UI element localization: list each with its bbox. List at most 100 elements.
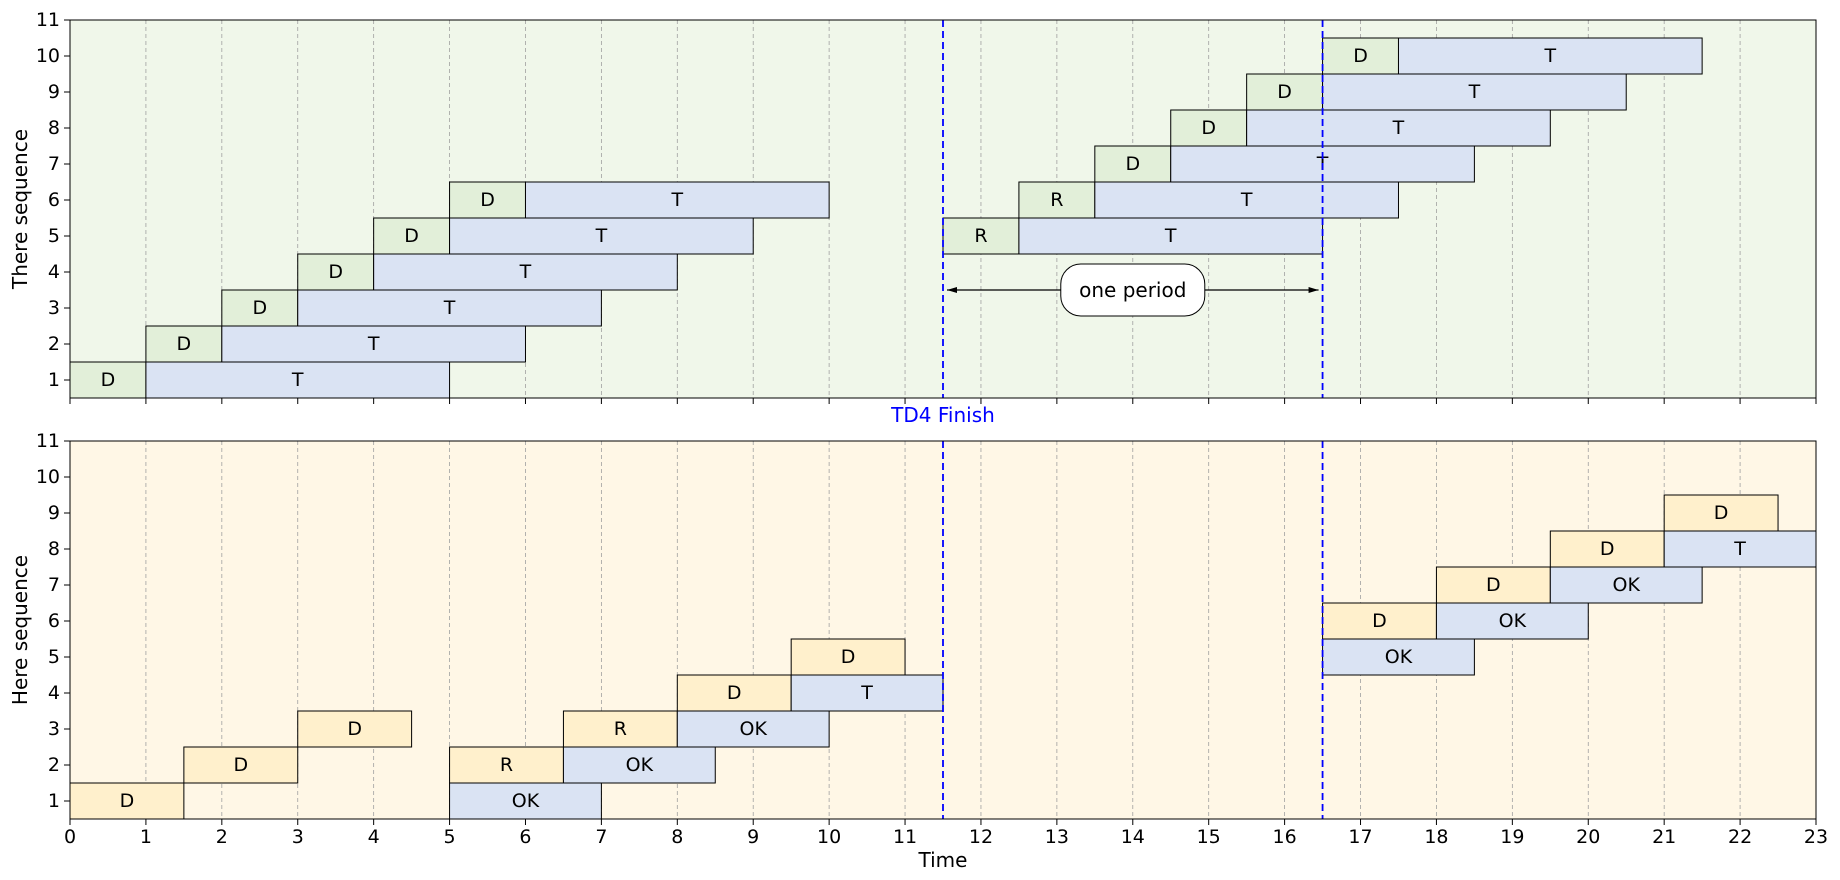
y-tick-label: 5 xyxy=(48,646,60,668)
y-tick-label: 4 xyxy=(48,682,60,704)
y-tick-label: 5 xyxy=(48,225,60,247)
y-tick-label: 7 xyxy=(48,574,60,596)
bar-label: D xyxy=(1486,574,1501,596)
bar-label: D xyxy=(480,189,495,211)
x-tick-label: 11 xyxy=(893,826,917,848)
y-tick-label: 6 xyxy=(48,610,60,632)
x-tick-label: 3 xyxy=(292,826,304,848)
bar-label: T xyxy=(1543,45,1556,67)
x-tick-label: 14 xyxy=(1121,826,1145,848)
bar-d xyxy=(183,746,299,784)
bar-label: R xyxy=(974,225,987,247)
y-tick-label: 1 xyxy=(48,790,60,812)
x-tick-label: 23 xyxy=(1804,826,1828,848)
bar-t xyxy=(1435,602,1589,640)
y-tick-label: 8 xyxy=(48,117,60,139)
bar-label: T xyxy=(860,682,873,704)
x-axis-label: Time xyxy=(918,848,968,872)
bar-label: D xyxy=(841,646,856,668)
x-tick-label: 9 xyxy=(747,826,759,848)
bar-d xyxy=(297,710,413,748)
bar-t xyxy=(1246,109,1551,147)
bar-d xyxy=(297,253,375,291)
bar-label: D xyxy=(252,297,267,319)
x-tick-label: 21 xyxy=(1652,826,1676,848)
period-label-box xyxy=(1060,263,1206,317)
bar-t xyxy=(1663,530,1817,568)
bar-t xyxy=(1322,638,1475,676)
bar-label: D xyxy=(404,225,419,247)
x-tick-label: 1 xyxy=(140,826,152,848)
x-tick-label: 0 xyxy=(64,826,76,848)
bar-t xyxy=(562,746,716,784)
x-tick-label: 18 xyxy=(1424,826,1448,848)
bar-label: R xyxy=(1050,189,1063,211)
bar-d xyxy=(942,217,1020,255)
y-tick-label: 9 xyxy=(48,81,60,103)
axes-frame xyxy=(69,440,1817,820)
bar-label: T xyxy=(443,297,456,319)
bar-d xyxy=(449,181,526,219)
bar-d xyxy=(1018,181,1096,219)
bar-label: D xyxy=(1600,538,1615,560)
y-tick-label: 7 xyxy=(48,153,60,175)
x-tick-label: 8 xyxy=(671,826,683,848)
bar-label: D xyxy=(233,754,248,776)
x-tick-label: 17 xyxy=(1348,826,1372,848)
y-tick-label: 6 xyxy=(48,189,60,211)
y-tick-label: 11 xyxy=(36,430,60,452)
bar-label: OK xyxy=(1613,574,1641,596)
bar-label: OK xyxy=(512,790,540,812)
bar-label: T xyxy=(1392,117,1405,139)
bar-label: OK xyxy=(1499,610,1527,632)
bar-t xyxy=(1094,181,1399,219)
bar-label: D xyxy=(1125,153,1140,175)
bar-label: D xyxy=(1714,502,1729,524)
bar-d xyxy=(1322,37,1399,75)
y-tick-label: 2 xyxy=(48,754,60,776)
bar-label: T xyxy=(1164,225,1177,247)
bar-label: R xyxy=(500,754,513,776)
x-tick-label: 22 xyxy=(1728,826,1752,848)
bar-d xyxy=(145,325,223,363)
bar-label: D xyxy=(120,790,135,812)
bar-t xyxy=(373,253,678,291)
bar-d xyxy=(69,782,185,820)
x-tick-label: 5 xyxy=(444,826,456,848)
x-tick-label: 2 xyxy=(216,826,228,848)
y-tick-label: 1 xyxy=(48,369,60,391)
bar-label: T xyxy=(291,369,304,391)
x-tick-label: 6 xyxy=(519,826,531,848)
bar-label: R xyxy=(614,718,627,740)
bar-label: D xyxy=(727,682,742,704)
bar-label: D xyxy=(1201,117,1216,139)
bar-label: T xyxy=(1240,189,1253,211)
bar-t xyxy=(524,181,830,219)
x-tick-label: 19 xyxy=(1500,826,1524,848)
bar-d xyxy=(1170,109,1248,147)
bar-t xyxy=(790,674,944,712)
bar-label: D xyxy=(1277,81,1292,103)
bar-label: D xyxy=(1353,45,1368,67)
axes-frame xyxy=(69,19,1817,399)
bar-d xyxy=(449,746,564,784)
bar-t xyxy=(1322,73,1627,111)
x-tick-label: 15 xyxy=(1197,826,1221,848)
x-tick-label: 12 xyxy=(969,826,993,848)
bar-d xyxy=(1435,566,1551,604)
x-tick-label: 16 xyxy=(1273,826,1297,848)
bar-t xyxy=(1018,217,1324,255)
bar-label: T xyxy=(670,189,683,211)
y-tick-label: 10 xyxy=(36,45,60,67)
period-label: one period xyxy=(1079,278,1186,302)
y-tick-label: 3 xyxy=(48,297,60,319)
y-tick-label: 10 xyxy=(36,466,60,488)
x-tick-label: 10 xyxy=(817,826,841,848)
bar-label: D xyxy=(177,333,192,355)
bar-label: OK xyxy=(626,754,654,776)
y-tick-label: 11 xyxy=(36,9,60,31)
marker-label: TD4 Finish xyxy=(890,403,995,427)
bar-label: T xyxy=(1733,538,1746,560)
bar-label: D xyxy=(328,261,343,283)
